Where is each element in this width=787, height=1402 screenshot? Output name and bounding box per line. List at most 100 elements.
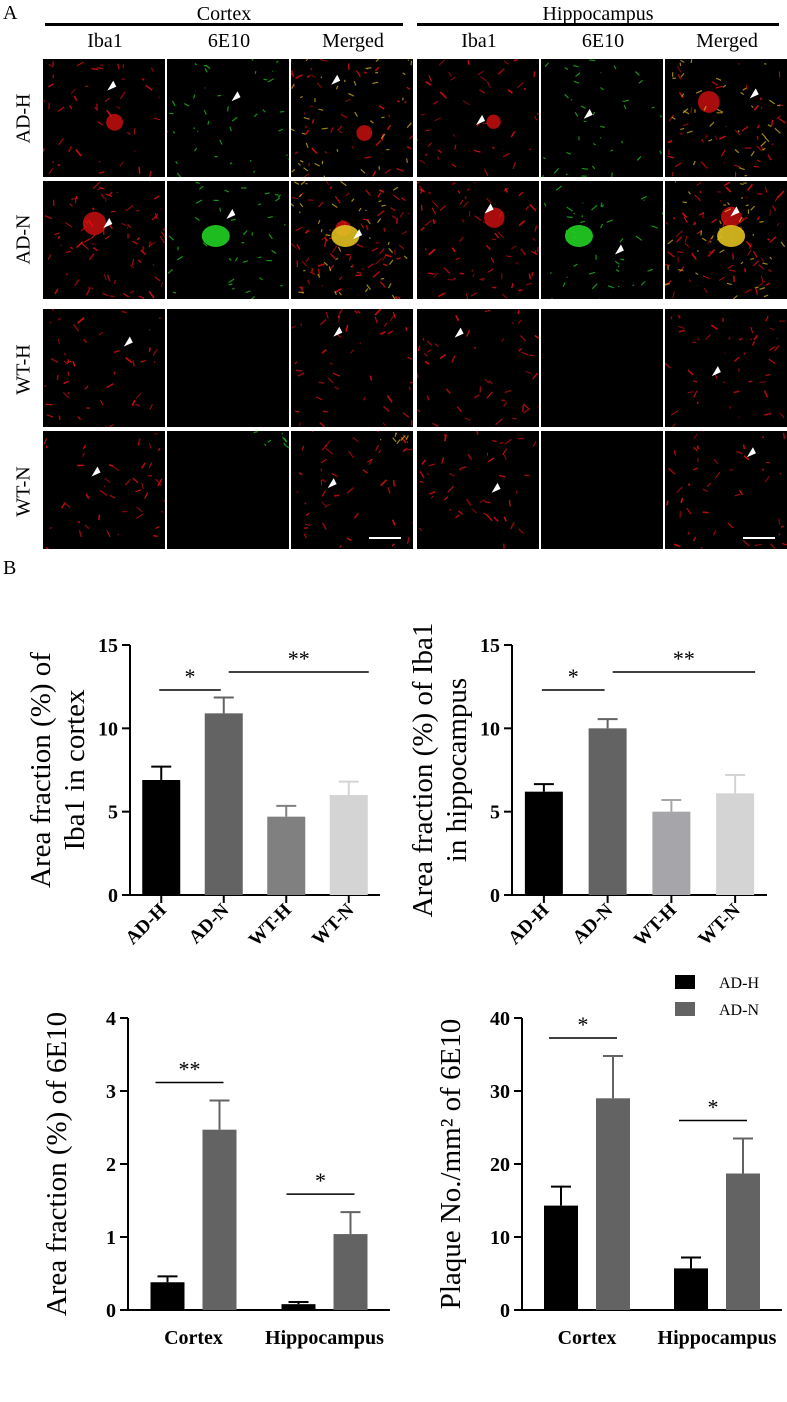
- micrograph-ad-h-cortex-6e10: [167, 59, 289, 177]
- y-tick-label: 0: [500, 1300, 510, 1322]
- bar: [150, 1282, 185, 1310]
- col-label-cortex-iba1: Iba1: [87, 30, 123, 52]
- col-label-hippocampus-merged: Merged: [696, 30, 758, 52]
- panel-a-letter: A: [3, 2, 18, 24]
- x-tick-label: WT-N: [694, 899, 744, 949]
- group-title-cortex: Cortex: [196, 3, 252, 25]
- significance-label: *: [568, 664, 579, 689]
- micrograph-wt-h-cortex-merged: [291, 309, 413, 427]
- y-tick-label: 3: [106, 1081, 116, 1103]
- col-label-hippocampus-6e10: 6E10: [581, 30, 625, 52]
- arrowhead-icon: [226, 208, 236, 219]
- significance-label: *: [185, 664, 196, 689]
- col-label-cortex-6e10: 6E10: [207, 30, 251, 52]
- x-tick-label: AD-H: [504, 900, 553, 949]
- y-axis-label: Area fraction (%) of Iba1: [407, 623, 439, 918]
- y-tick-label: 10: [490, 1227, 510, 1249]
- significance-label: *: [708, 1094, 719, 1119]
- arrowhead-icon: [107, 80, 117, 91]
- bar: [524, 791, 563, 895]
- y-axis-label: in hippocampus: [441, 678, 473, 862]
- col-label-cortex-merged: Merged: [322, 30, 384, 52]
- micrograph-wt-n-cortex-merged: [291, 431, 413, 549]
- micrograph-wt-h-hippocampus-iba1: [417, 309, 539, 427]
- micrograph-wt-n-hippocampus-merged: [665, 431, 787, 549]
- x-tick-label: WT-N: [308, 899, 358, 949]
- y-tick-label: 40: [490, 1008, 510, 1030]
- micrograph-ad-h-cortex-iba1: [43, 59, 165, 177]
- legend-swatch: [675, 1002, 695, 1016]
- micrograph-ad-h-hippocampus-6e10: [541, 59, 663, 177]
- x-tick-label: WT-H: [245, 900, 296, 951]
- y-tick-label: 0: [108, 885, 118, 907]
- bar: [267, 816, 306, 895]
- y-tick-label: 15: [480, 635, 500, 657]
- y-axis-label: Plaque No./mm² of 6E10: [435, 1019, 467, 1310]
- bar: [588, 728, 627, 895]
- arrowhead-icon: [353, 229, 363, 240]
- bar: [202, 1129, 237, 1310]
- y-axis-label: Area fraction (%) of 6E10: [41, 1012, 73, 1316]
- y-tick-label: 2: [106, 1154, 116, 1176]
- y-tick-label: 0: [106, 1300, 116, 1322]
- micrograph-ad-h-hippocampus-merged: [665, 59, 787, 177]
- col-label-hippocampus-iba1: Iba1: [461, 30, 497, 52]
- bar: [204, 713, 243, 895]
- micrograph-ad-n-cortex-6e10: [167, 181, 289, 299]
- arrowhead-icon: [491, 482, 501, 493]
- arrowhead-icon: [327, 478, 337, 489]
- y-tick-label: 5: [108, 802, 118, 824]
- arrowhead-icon: [711, 366, 721, 377]
- bar: [596, 1098, 630, 1310]
- micrograph-wt-h-hippocampus-6e10: [541, 309, 663, 427]
- micrograph-ad-n-hippocampus-iba1: [417, 181, 539, 299]
- y-tick-label: 10: [98, 718, 118, 740]
- micrograph-wt-n-hippocampus-6e10: [541, 431, 663, 549]
- arrowhead-icon: [91, 466, 101, 477]
- bar: [142, 780, 181, 895]
- y-tick-label: 15: [98, 635, 118, 657]
- bar: [281, 1304, 316, 1310]
- micrograph-wt-n-cortex-6e10: [167, 431, 289, 549]
- micrograph-ad-n-cortex-merged: [291, 181, 413, 299]
- group-line-cortex: [45, 23, 403, 26]
- bar: [333, 1234, 368, 1310]
- arrowhead-icon: [484, 203, 494, 214]
- micrograph-wt-h-hippocampus-merged: [665, 309, 787, 427]
- arrowhead-icon: [746, 447, 756, 458]
- micrograph-ad-n-cortex-iba1: [43, 181, 165, 299]
- micrograph-wt-n-hippocampus-iba1: [417, 431, 539, 549]
- y-axis-label: Area fraction (%) of: [25, 652, 57, 888]
- arrowhead-icon: [476, 114, 486, 125]
- scale-bar: [743, 537, 775, 539]
- significance-label: **: [179, 1056, 201, 1081]
- x-tick-label: Cortex: [164, 1327, 223, 1349]
- arrowhead-icon: [614, 244, 624, 255]
- micrograph-ad-n-hippocampus-6e10: [541, 181, 663, 299]
- arrowhead-icon: [583, 108, 593, 119]
- y-tick-label: 1: [106, 1227, 116, 1249]
- legend-label: AD-N: [719, 1002, 759, 1019]
- arrowhead-icon: [333, 326, 343, 337]
- y-tick-label: 10: [480, 718, 500, 740]
- chart-iba1-hippocampus: 0 5 10 15 Area fraction (%) of Iba1 in hippoc…: [407, 623, 767, 951]
- legend-swatch: [675, 975, 695, 989]
- y-tick-label: 4: [106, 1008, 116, 1030]
- panel-b-letter: B: [3, 557, 17, 579]
- significance-label: **: [288, 646, 310, 671]
- significance-label: **: [673, 646, 695, 671]
- chart-6e10-plaque-number: 0 10 20 30 40 Plaque No./mm² of 6E10 Cortex * Hi…: [435, 975, 782, 1349]
- y-axis-label: Iba1 in cortex: [59, 689, 91, 851]
- significance-label: *: [315, 1168, 326, 1193]
- bar: [674, 1268, 708, 1310]
- y-tick-label: 5: [490, 802, 500, 824]
- y-tick-label: 20: [490, 1154, 510, 1176]
- significance-label: *: [578, 1012, 589, 1037]
- x-tick-label: Hippocampus: [265, 1327, 384, 1349]
- micrograph-ad-h-cortex-merged: [291, 59, 413, 177]
- chart-6e10-area-fraction: 0 1 2 3 4 Area fraction (%) of 6E10 Cortex ** Hi…: [41, 1008, 390, 1349]
- group-title-hippocampus: Hippocampus: [542, 3, 654, 25]
- legend-label: AD-H: [719, 975, 759, 992]
- chart-iba1-cortex: 0 5 10 15 Area fraction (%) of Iba1 in cortex…: [25, 635, 380, 951]
